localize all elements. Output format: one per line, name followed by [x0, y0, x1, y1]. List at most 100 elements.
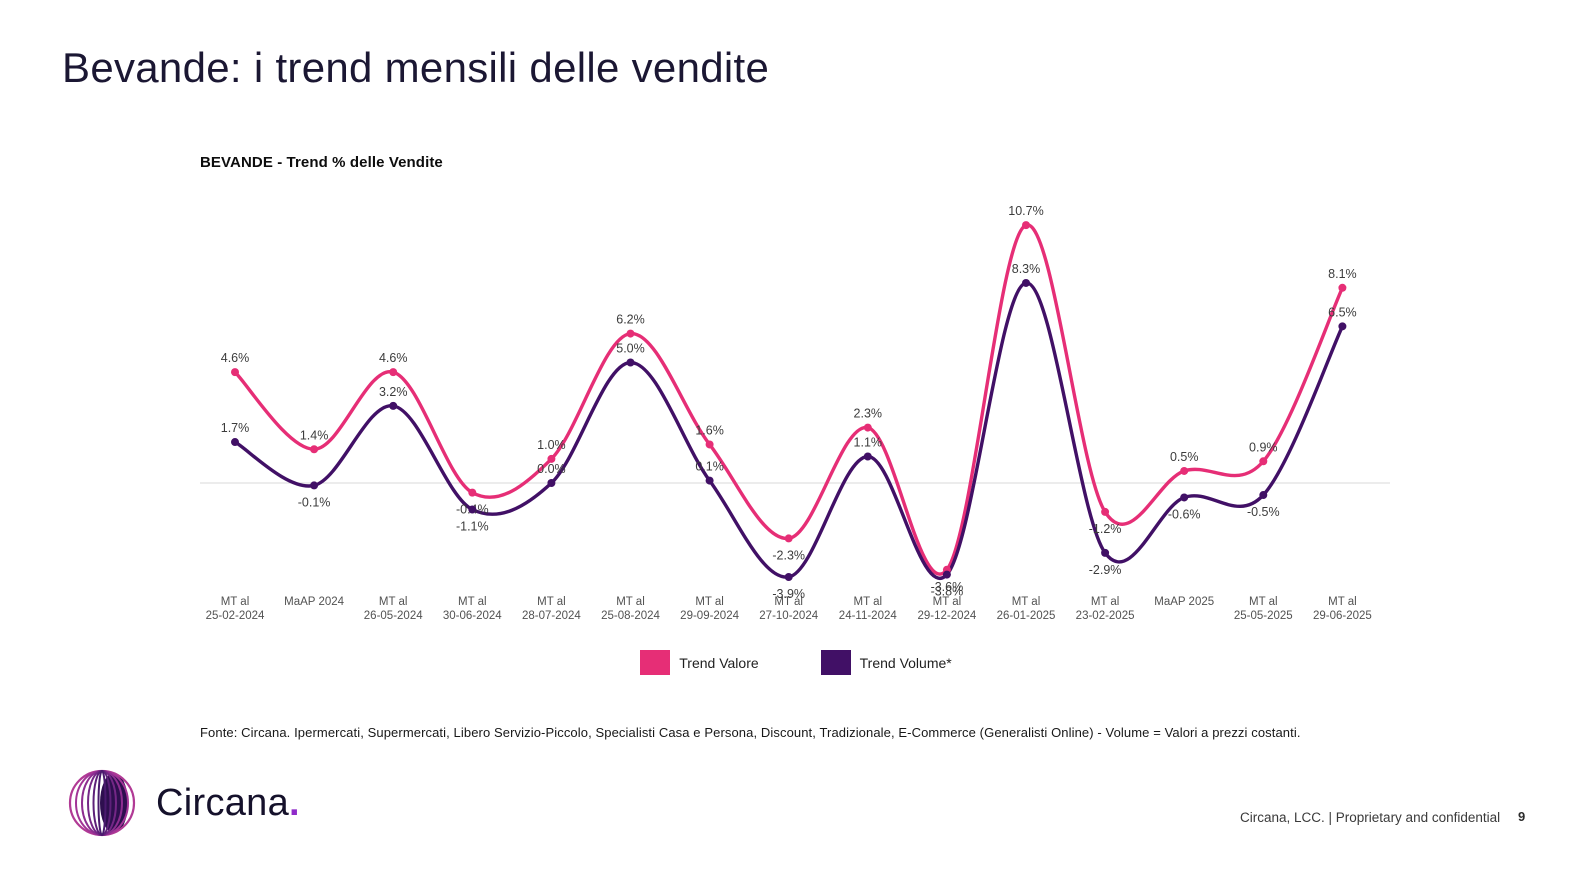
value-label-trend-volume: 0.1%	[695, 460, 724, 474]
point-trend-volume	[705, 476, 714, 485]
x-tick-label-line1: MT al	[537, 596, 566, 608]
point-trend-valore	[1101, 507, 1110, 516]
point-trend-volume	[1259, 491, 1268, 500]
x-tick-label-line2: 23-02-2025	[1076, 610, 1135, 622]
circana-logo-icon	[68, 769, 136, 837]
point-trend-volume	[784, 572, 793, 581]
legend-item-trend-valore: Trend Valore	[640, 650, 759, 675]
x-tick-label-line1: MT al	[616, 596, 645, 608]
value-label-trend-valore: 0.9%	[1249, 440, 1278, 454]
value-label-trend-volume: 1.1%	[854, 435, 883, 449]
value-label-trend-valore: 1.4%	[300, 428, 329, 442]
value-label-trend-volume: -1.1%	[456, 520, 489, 534]
point-trend-valore	[626, 329, 635, 338]
point-trend-volume	[626, 358, 635, 367]
x-tick-label-line1: MT al	[1328, 596, 1357, 608]
page-title: Bevande: i trend mensili delle vendite	[62, 44, 770, 91]
legend-swatch-volume	[820, 650, 851, 675]
value-label-trend-valore: 1.6%	[695, 423, 724, 437]
point-trend-valore	[231, 368, 239, 377]
value-label-trend-valore: -2.3%	[772, 548, 805, 562]
page-number: 9	[1518, 809, 1526, 824]
value-label-trend-valore: 4.6%	[379, 351, 408, 365]
point-trend-valore	[310, 445, 319, 454]
x-tick-label-line1: MT al	[458, 596, 487, 608]
x-tick-label-line1: MT al	[379, 596, 408, 608]
x-tick-label-line2: 29-06-2025	[1313, 610, 1372, 622]
legend-label-volume: Trend Volume*	[859, 654, 952, 671]
x-tick-label-line1: MaAP 2025	[1154, 596, 1214, 608]
circana-logo: Circana.	[56, 766, 300, 840]
value-label-trend-valore: 6.2%	[616, 313, 645, 327]
x-tick-label-line2: 27-10-2024	[759, 610, 818, 622]
point-trend-valore	[705, 440, 714, 449]
x-tick-label-line1: MT al	[1012, 596, 1041, 608]
x-tick-label-line2: 26-05-2024	[364, 610, 423, 622]
x-tick-label-line2: 26-01-2025	[997, 610, 1056, 622]
point-trend-volume	[1022, 278, 1030, 287]
x-tick-label-line1: MT al	[854, 596, 883, 608]
x-tick-label-line2: 24-11-2024	[839, 610, 898, 622]
value-label-trend-valore: -1.2%	[1089, 522, 1122, 536]
legend-swatch-valore	[640, 650, 671, 675]
point-trend-volume	[231, 438, 239, 447]
value-label-trend-valore: 4.6%	[221, 351, 250, 365]
x-tick-label-line1: MT al	[221, 596, 250, 608]
value-label-trend-valore: -3.6%	[931, 580, 964, 594]
value-label-trend-valore: 2.3%	[854, 407, 883, 421]
point-trend-valore	[863, 423, 872, 432]
line-trend-valore	[233, 223, 1345, 576]
value-label-trend-valore: 0.5%	[1170, 450, 1199, 464]
point-trend-valore	[468, 488, 477, 497]
value-label-trend-valore: 10.7%	[1008, 204, 1043, 218]
point-trend-volume	[1101, 548, 1110, 557]
x-tick-label-line2: 28-07-2024	[522, 610, 581, 622]
point-trend-valore	[389, 368, 398, 377]
x-tick-label-line2: 29-09-2024	[680, 610, 739, 622]
x-tick-label-line2: 25-02-2024	[206, 610, 265, 622]
point-trend-valore	[1180, 466, 1189, 475]
value-label-trend-volume: 1.7%	[221, 421, 250, 435]
value-label-trend-volume: -2.9%	[1089, 563, 1122, 577]
point-trend-volume	[1338, 322, 1347, 331]
value-label-trend-volume: 3.2%	[379, 385, 408, 399]
point-trend-volume	[942, 570, 951, 579]
x-tick-label-line1: MaAP 2024	[284, 596, 344, 608]
x-tick-label-line1: MT al	[695, 596, 724, 608]
circana-logo-wordmark: Circana.	[156, 782, 300, 825]
value-label-trend-volume: -0.1%	[298, 495, 331, 509]
point-trend-valore	[547, 454, 556, 463]
point-trend-volume	[310, 481, 319, 490]
legend-label-valore: Trend Valore	[679, 654, 759, 671]
point-trend-volume	[547, 479, 556, 487]
confidentiality-note: Circana, LCC. | Proprietary and confiden…	[1240, 810, 1501, 825]
value-label-trend-volume: -3.9%	[772, 587, 805, 601]
logo-dot: .	[289, 781, 300, 824]
x-tick-label-line2: 29-12-2024	[917, 610, 976, 622]
source-note: Fonte: Circana. Ipermercati, Supermercat…	[200, 725, 1301, 740]
value-label-trend-volume: 5.0%	[616, 342, 645, 356]
x-tick-label-line1: MT al	[774, 596, 803, 608]
point-trend-volume	[468, 505, 477, 514]
value-label-trend-volume: -0.5%	[1247, 505, 1280, 519]
value-label-trend-volume: -3.8%	[931, 585, 964, 599]
point-trend-valore	[1022, 221, 1030, 230]
trend-line-chart: MT al 25-02-2024 MaAP 2024 MT al 26-05-2024 M…	[200, 204, 1390, 622]
value-label-trend-valore: 8.1%	[1328, 267, 1357, 281]
point-trend-valore	[784, 534, 793, 543]
chart-legend: Trend Valore Trend Volume*	[200, 650, 1392, 675]
line-trend-volume	[233, 281, 1345, 580]
point-trend-valore	[1338, 283, 1347, 292]
value-label-trend-volume: -0.6%	[1168, 507, 1201, 521]
point-trend-valore	[1259, 457, 1268, 466]
value-label-trend-volume: 6.5%	[1328, 305, 1357, 319]
value-label-trend-volume: 8.3%	[1012, 262, 1041, 276]
x-tick-label-line2: 25-08-2024	[601, 610, 660, 622]
logo-text: Circana	[156, 781, 290, 824]
legend-item-trend-volume: Trend Volume*	[820, 650, 952, 675]
value-label-trend-valore: 1.0%	[537, 438, 566, 452]
x-tick-label-line2: 30-06-2024	[443, 610, 502, 622]
point-trend-volume	[863, 452, 872, 461]
chart-title: BEVANDE - Trend % delle Vendite	[200, 154, 443, 171]
